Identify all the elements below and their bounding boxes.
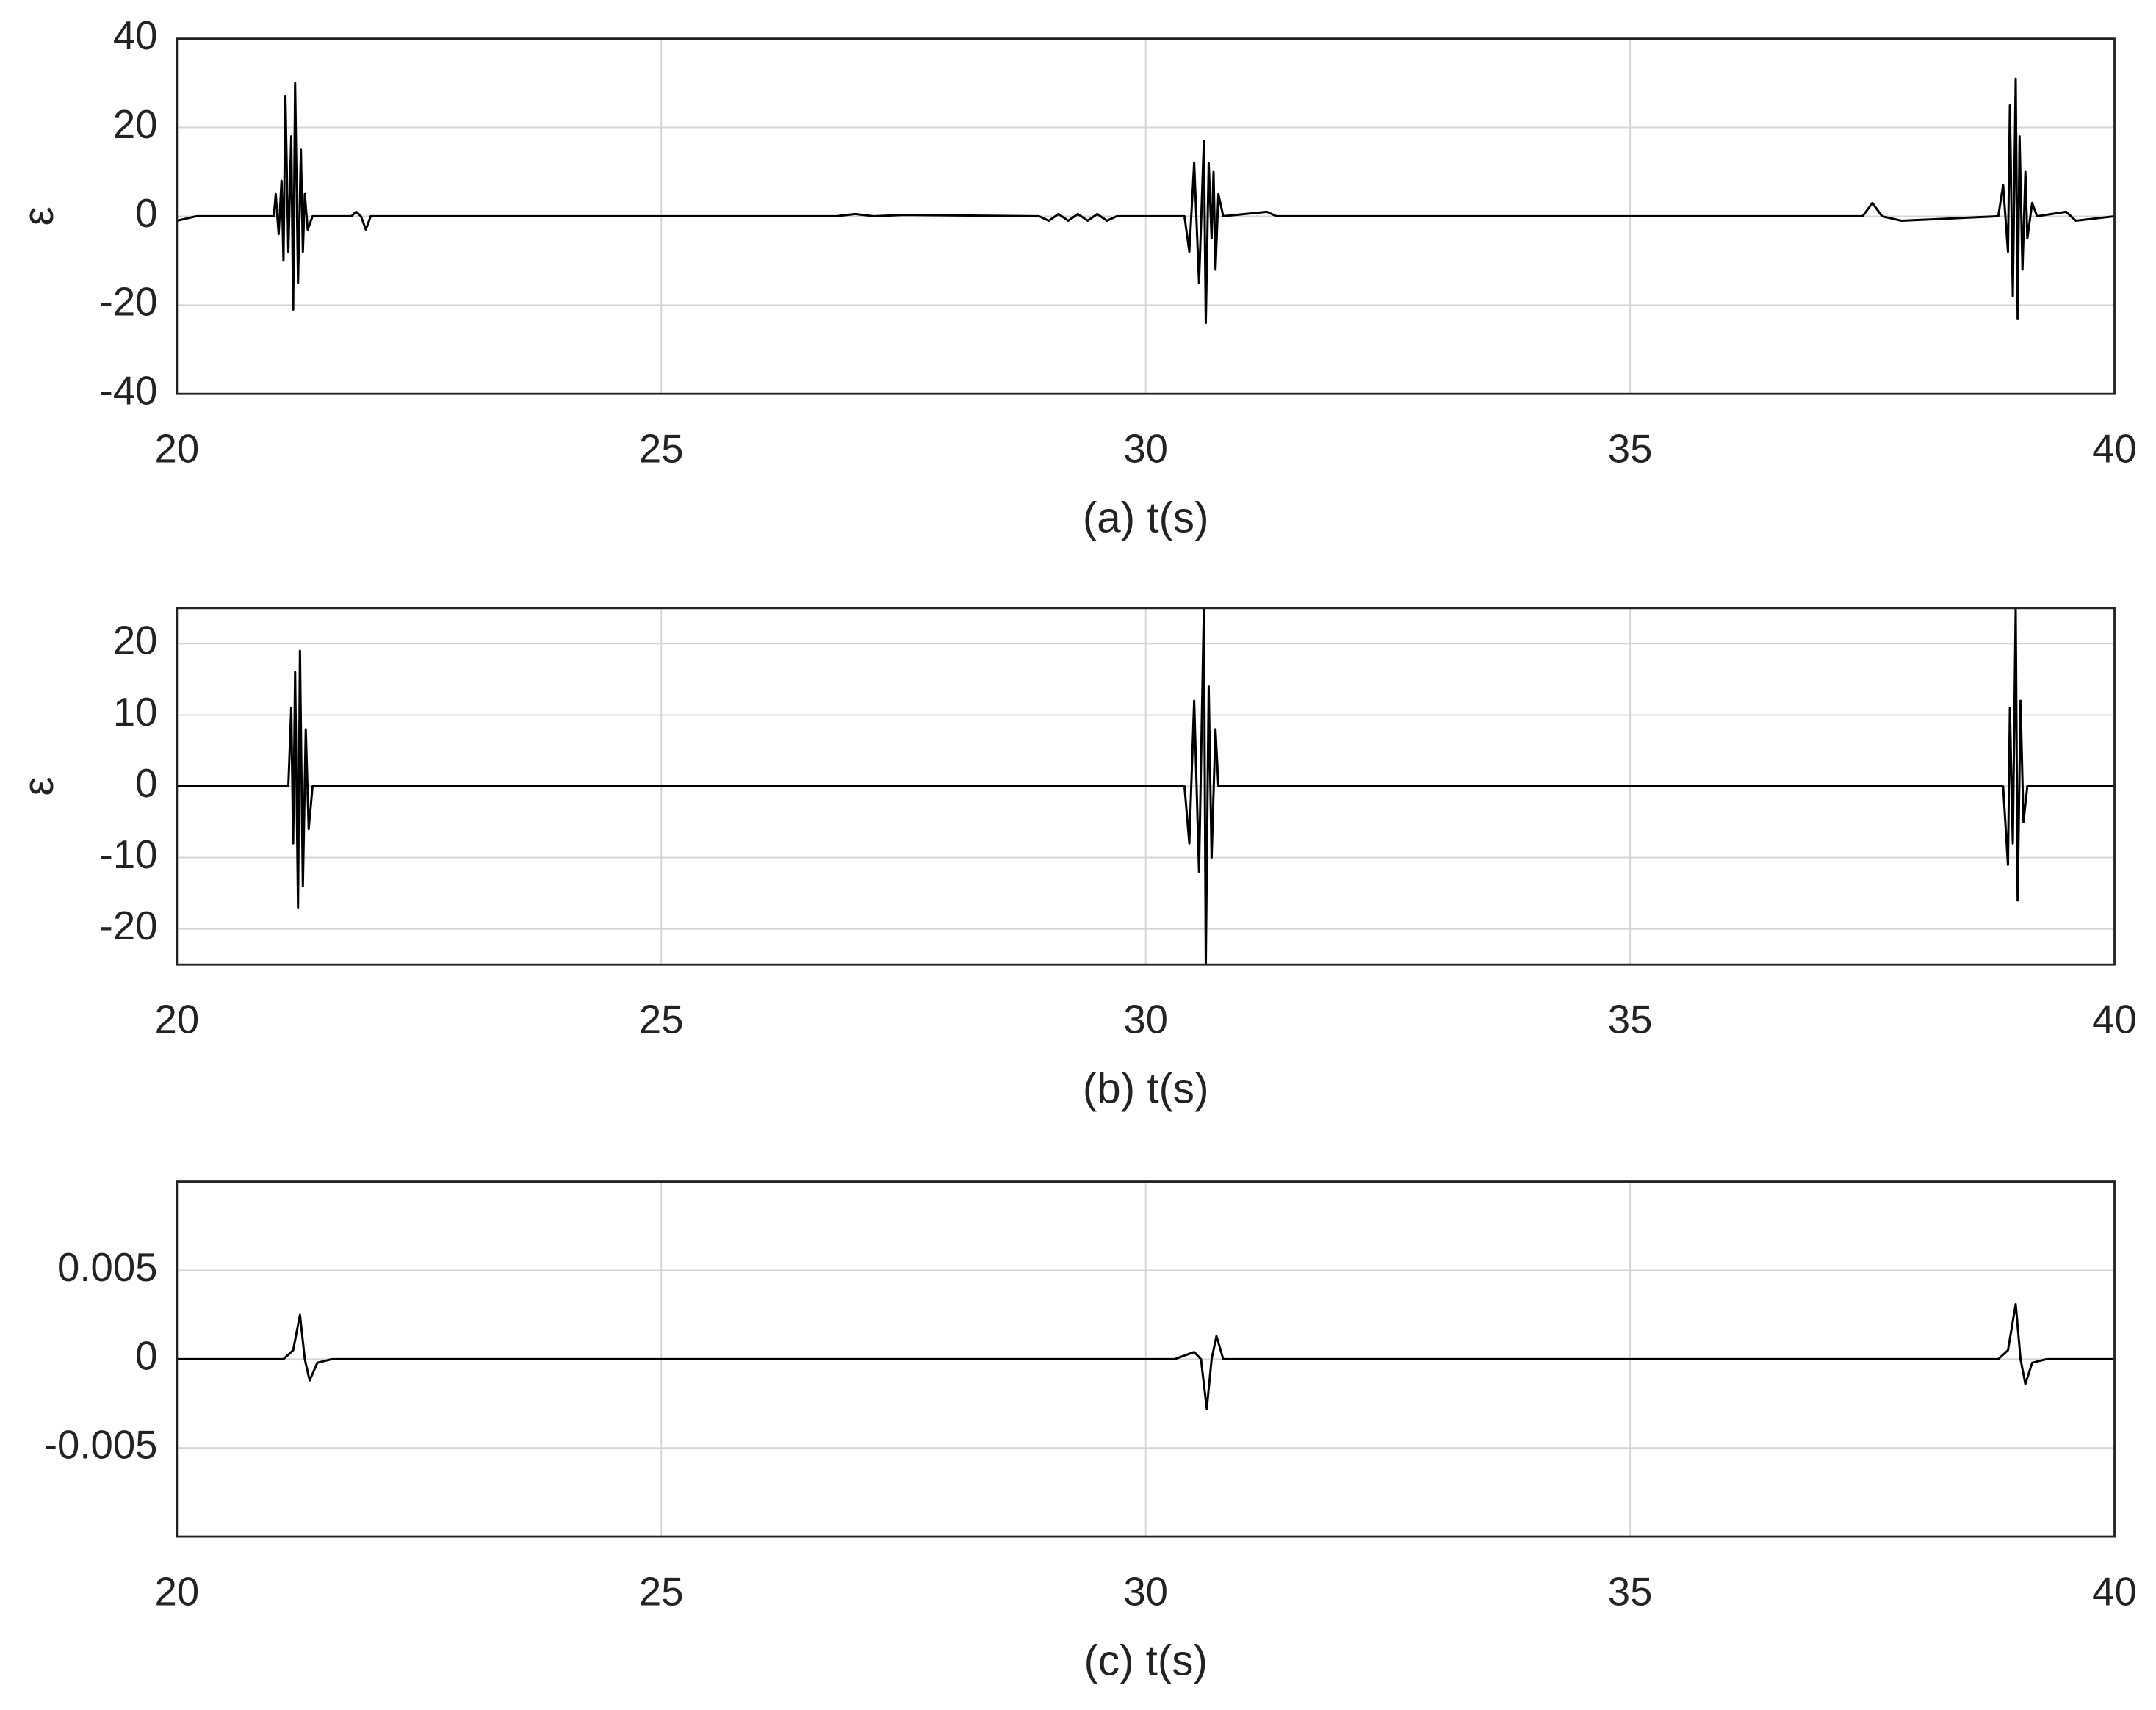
y-tick-label: -40 <box>100 369 158 414</box>
x-tick-label: 25 <box>639 998 684 1042</box>
y-tick-label: -20 <box>100 903 158 948</box>
x-axis-label: (c) t(s) <box>1084 1637 1207 1685</box>
x-tick-label: 20 <box>155 427 200 472</box>
x-tick-label: 35 <box>1608 427 1653 472</box>
data-line <box>176 77 2115 324</box>
x-tick-label: 35 <box>1608 998 1653 1042</box>
y-tick-label: 0 <box>135 191 157 236</box>
axes-frame <box>176 607 2116 966</box>
y-axis-label: ε <box>15 776 62 796</box>
data-line <box>176 1302 2115 1410</box>
y-tick-label: -10 <box>100 832 158 877</box>
x-axis-label: (b) t(s) <box>1083 1065 1209 1113</box>
x-tick-label: 40 <box>2092 998 2137 1042</box>
y-tick-label: 20 <box>113 102 158 147</box>
x-tick-label: 30 <box>1123 998 1168 1042</box>
y-axis-label: ε <box>15 206 62 226</box>
y-tick-label: 0 <box>135 1334 157 1379</box>
x-tick-label: 35 <box>1608 1570 1653 1615</box>
x-tick-label: 20 <box>155 1570 200 1615</box>
x-tick-label: 30 <box>1123 427 1168 472</box>
x-tick-label: 30 <box>1123 1570 1168 1615</box>
axes-frame <box>176 37 2116 395</box>
data-line <box>176 607 2115 965</box>
x-axis-label: (a) t(s) <box>1083 494 1209 542</box>
y-tick-label: 0 <box>135 761 157 806</box>
axes-frame <box>176 1180 2116 1538</box>
x-tick-label: 25 <box>639 1570 684 1615</box>
x-tick-label: 40 <box>2092 427 2137 472</box>
x-tick-label: 20 <box>155 998 200 1042</box>
x-tick-label: 40 <box>2092 1570 2137 1615</box>
y-tick-label: 10 <box>113 690 158 735</box>
y-tick-label: 0.005 <box>57 1245 158 1290</box>
y-tick-label: 40 <box>113 13 158 58</box>
y-tick-label: -20 <box>100 280 158 325</box>
x-tick-label: 25 <box>639 427 684 472</box>
y-tick-label: 20 <box>113 618 158 663</box>
y-tick-label: -0.005 <box>44 1423 158 1468</box>
